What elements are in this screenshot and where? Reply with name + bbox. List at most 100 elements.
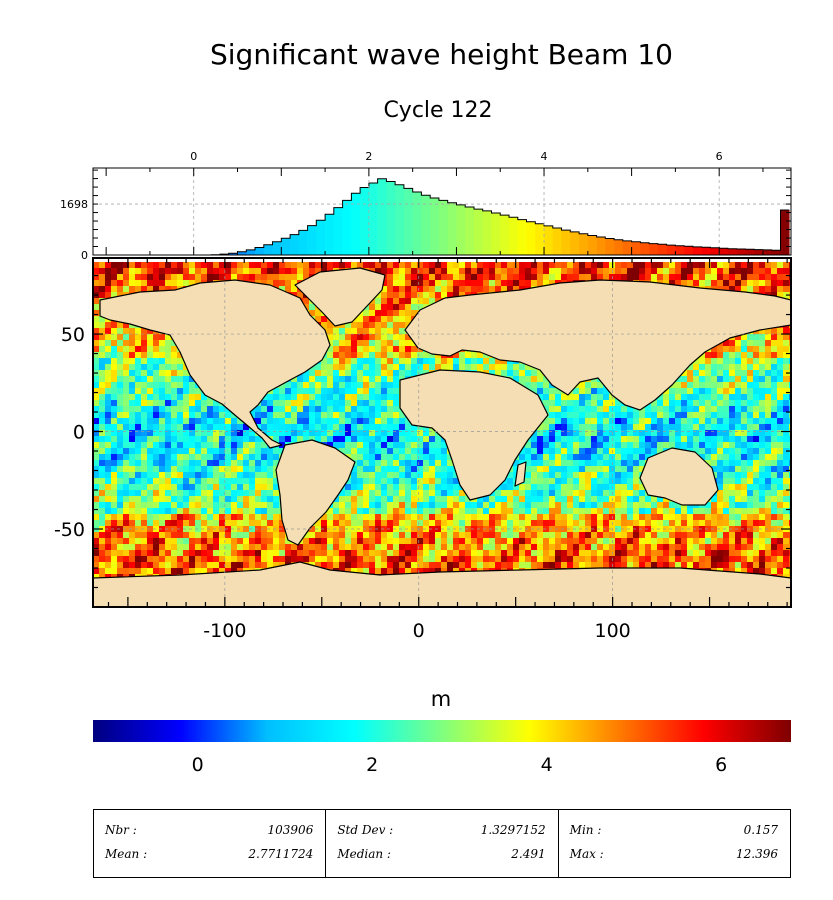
histogram-bar <box>736 249 746 255</box>
colorbar-tick-label: 4 <box>541 754 553 776</box>
histogram-bar <box>614 239 624 255</box>
histogram-bar <box>272 241 282 255</box>
histogram-bar <box>535 223 545 255</box>
land-eurasia <box>404 279 791 411</box>
histogram-bar <box>587 235 597 255</box>
statistics-table: Nbr : 103906 Mean : 2.7711724 Std Dev : 1.3… <box>93 809 791 878</box>
histogram-bar <box>281 238 291 255</box>
histogram-bar <box>342 200 352 255</box>
median-value: 2.491 <box>511 847 546 861</box>
std-label: Std Dev : <box>337 823 394 837</box>
stats-column-2: Std Dev : 1.3297152 Median : 2.491 <box>326 810 559 877</box>
histogram-bar <box>298 230 308 255</box>
histogram-bar <box>456 204 466 255</box>
histogram-bar <box>360 187 370 255</box>
histogram-bar <box>526 221 536 255</box>
colorbar-ticks: 0 2 4 6 <box>192 754 728 776</box>
histogram-y-tick-label: 0 <box>81 249 88 262</box>
histogram-bar <box>727 248 737 255</box>
histogram-bar <box>561 230 571 255</box>
histogram-bar <box>552 228 562 255</box>
histogram-bar <box>447 202 457 255</box>
histogram-bar <box>316 220 326 255</box>
median-label: Median : <box>337 847 391 861</box>
histogram-bar <box>710 247 720 255</box>
histogram-bar <box>517 219 527 255</box>
histogram-bar <box>333 207 343 255</box>
land-north-america <box>99 279 331 449</box>
map-y-tick-label: 50 <box>61 324 85 346</box>
histogram-bar <box>570 231 580 255</box>
histogram-bar <box>491 213 501 255</box>
histogram-bar <box>596 237 606 255</box>
histogram-bar <box>325 214 335 255</box>
land-masses <box>93 267 791 607</box>
histogram-x-tick-label: 0 <box>190 150 197 163</box>
land-greenland <box>294 267 386 327</box>
histogram-bar <box>544 225 554 255</box>
histogram-bar <box>395 184 405 255</box>
histogram-bar <box>657 244 667 255</box>
max-value: 12.396 <box>735 847 778 861</box>
histogram-bar <box>500 215 510 255</box>
map-y-tick-label: -50 <box>54 519 85 541</box>
histogram-bar <box>412 192 422 255</box>
histogram-bar <box>465 207 475 255</box>
colorbar <box>93 720 791 742</box>
histogram <box>210 178 790 256</box>
histogram-bar <box>482 210 492 255</box>
histogram-bar <box>701 247 711 255</box>
histogram-bar <box>622 240 632 255</box>
histogram-bar <box>246 249 256 255</box>
max-label: Max : <box>569 847 604 861</box>
min-value: 0.157 <box>743 823 778 837</box>
world-map <box>93 258 791 607</box>
chart-subtitle: Cycle 122 <box>383 98 493 123</box>
land-africa <box>399 369 549 501</box>
std-value: 1.3297152 <box>480 823 546 837</box>
histogram-bar <box>762 249 773 255</box>
map-x-tick-label: 100 <box>594 620 630 642</box>
nbr-label: Nbr : <box>105 823 137 837</box>
histogram-bar <box>640 242 650 255</box>
histogram-bar <box>438 200 448 255</box>
histogram-bar <box>666 245 676 255</box>
land-south-america <box>275 439 356 546</box>
histogram-bar <box>745 249 755 255</box>
histogram-x-tick-label: 6 <box>716 150 723 163</box>
histogram-bar <box>290 234 300 255</box>
map-grid <box>93 258 791 607</box>
histogram-bar <box>473 209 484 255</box>
colorbar-tick-label: 2 <box>366 754 378 776</box>
map-axes: -100 0 100 50 0 -50 <box>54 257 792 642</box>
histogram-bar <box>631 241 641 255</box>
histogram-x-tick-label: 4 <box>541 150 548 163</box>
map-frame <box>92 257 792 608</box>
histogram-bar <box>377 178 387 255</box>
histogram-bar <box>351 193 361 255</box>
land-madagascar <box>514 461 527 487</box>
histogram-bar <box>692 246 702 255</box>
map-x-tick-label: 0 <box>413 620 425 642</box>
histogram-bar <box>237 251 247 255</box>
histogram-y-tick-label: 1698 <box>60 198 88 211</box>
histogram-bar <box>263 244 273 255</box>
histogram-bar <box>649 243 659 255</box>
histogram-bar <box>605 238 615 255</box>
histogram-bar <box>228 253 238 255</box>
histogram-bar <box>421 195 431 255</box>
histogram-frame <box>92 167 792 256</box>
histogram-bar <box>684 246 694 255</box>
land-australia <box>639 447 719 506</box>
histogram-bar <box>675 245 685 255</box>
histogram-bar <box>368 183 378 255</box>
colorbar-tick-label: 0 <box>192 754 204 776</box>
histogram-x-tick-label: 2 <box>365 150 372 163</box>
histogram-bar <box>386 181 396 255</box>
land-antarctica <box>93 561 791 607</box>
histogram-bar <box>255 247 265 255</box>
histogram-bar <box>780 210 790 255</box>
mean-value: 2.7711724 <box>248 847 314 861</box>
colorbar-tick-label: 6 <box>715 754 727 776</box>
